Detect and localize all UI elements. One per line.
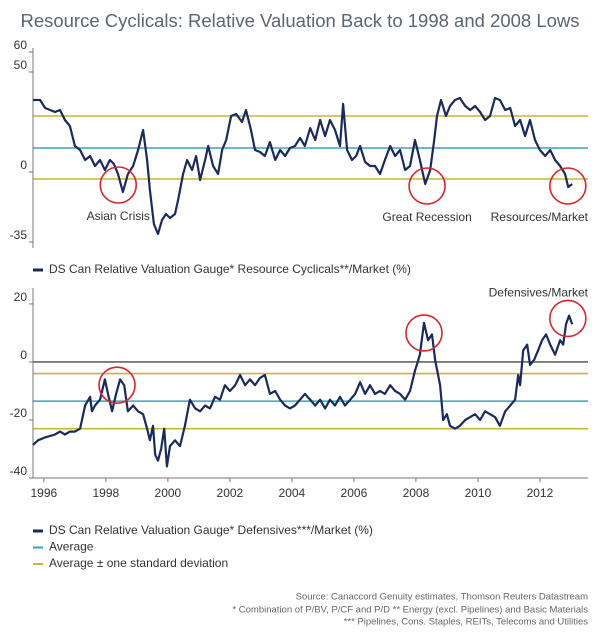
y-tick-label: 20 bbox=[14, 290, 28, 304]
y-tick-label: 0 bbox=[20, 158, 27, 172]
highlight-circle bbox=[408, 167, 446, 205]
x-tick-label: 2002 bbox=[217, 486, 244, 500]
legend-label: Average ± one standard deviation bbox=[49, 556, 228, 570]
highlight-circle bbox=[405, 314, 443, 352]
data-line bbox=[32, 314, 574, 468]
x-tick-label: 2004 bbox=[279, 486, 306, 500]
x-tick-label: 2006 bbox=[341, 486, 368, 500]
source-note: Source: Canaccord Genuity estimates, Tho… bbox=[296, 592, 588, 603]
y-tick-label: -35 bbox=[10, 228, 28, 242]
footnote: *** Pipelines, Cons. Staples, REITs, Tel… bbox=[344, 617, 589, 628]
y-tick-label: -20 bbox=[10, 406, 28, 420]
chart-title: Resource Cyclicals: Relative Valuation B… bbox=[20, 10, 579, 31]
x-tick-label: 2010 bbox=[465, 486, 492, 500]
annotation: Resources/Market bbox=[491, 210, 589, 224]
legend-label: Average bbox=[49, 540, 94, 554]
x-tick-label: 2000 bbox=[155, 486, 182, 500]
x-tick-label: 1998 bbox=[93, 486, 120, 500]
highlight-circle bbox=[98, 366, 136, 404]
y-tick-label: -40 bbox=[10, 464, 28, 478]
legend-label: DS Can Relative Valuation Gauge* Resourc… bbox=[49, 262, 411, 276]
highlight-circle bbox=[99, 166, 138, 204]
legend-label: DS Can Relative Valuation Gauge* Defensi… bbox=[49, 523, 373, 537]
highlight-circle bbox=[549, 167, 587, 205]
x-tick-label: 2008 bbox=[403, 486, 430, 500]
x-tick-label: 1996 bbox=[31, 486, 58, 500]
x-tick-label: 2012 bbox=[527, 486, 554, 500]
annotation: Asian Crisis bbox=[87, 209, 150, 223]
y-tick-label: 0 bbox=[20, 348, 27, 362]
annotation: Great Recession bbox=[382, 210, 471, 224]
y-tick-label: 50 bbox=[14, 58, 28, 72]
highlight-circle bbox=[549, 299, 587, 338]
data-line bbox=[33, 96, 573, 236]
y-tick-label: 60 bbox=[14, 38, 28, 52]
annotation: Defensives/Market bbox=[489, 286, 589, 300]
footnote: * Combination of P/BV, P/CF and P/D ** E… bbox=[232, 605, 588, 616]
